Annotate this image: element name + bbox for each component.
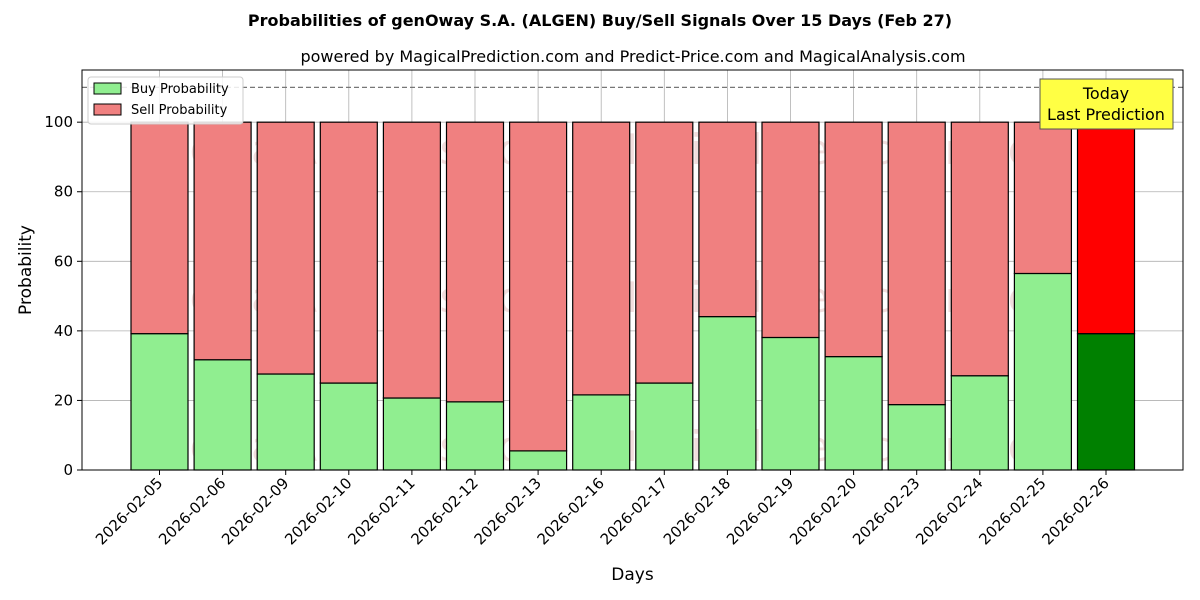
buy-bar xyxy=(445,401,505,471)
x-tick-label: 2026-02-10 xyxy=(281,474,355,548)
y-axis-label: Probability xyxy=(16,225,36,315)
sell-bar xyxy=(382,121,441,399)
sell-bar xyxy=(1076,121,1136,335)
plot-frame xyxy=(81,69,1184,471)
buy-bar xyxy=(1076,333,1136,471)
y-tick-label: 0 xyxy=(63,461,73,479)
buy-bar xyxy=(572,394,631,471)
annotation-line2: Last Prediction xyxy=(1047,105,1165,124)
sell-bar xyxy=(509,121,568,452)
legend-box xyxy=(87,76,244,125)
legend-swatch xyxy=(93,82,122,95)
sell-bar xyxy=(445,121,505,403)
buy-bar xyxy=(950,375,1009,471)
y-tick-label: 60 xyxy=(54,252,73,270)
y-axis: 0 20 40 60 80 100 xyxy=(44,113,82,479)
y-tick-label: 40 xyxy=(54,322,73,340)
sell-bar xyxy=(572,121,631,396)
x-tick-label: 2026-02-18 xyxy=(660,474,734,548)
today-annotation: Today Last Prediction xyxy=(1039,78,1174,130)
x-tick-label: 2026-02-13 xyxy=(471,474,545,548)
sell-bar xyxy=(193,121,252,361)
sell-bar xyxy=(698,121,757,318)
x-tick-label: 2026-02-20 xyxy=(786,474,860,548)
sell-bar xyxy=(824,121,883,358)
x-tick-label: 2026-02-24 xyxy=(912,474,986,548)
sell-bar xyxy=(887,121,946,406)
legend-label: Buy Probability xyxy=(131,82,229,97)
buy-bar xyxy=(130,333,189,471)
buy-bar xyxy=(193,359,252,471)
chart-subtitle: powered by MagicalPrediction.com and Pre… xyxy=(300,47,965,66)
sell-bar xyxy=(256,121,315,375)
buy-bar xyxy=(761,336,820,471)
legend: Buy Probability Sell Probability xyxy=(87,76,244,125)
sell-bar xyxy=(950,121,1009,377)
x-tick-label: 2026-02-12 xyxy=(407,474,481,548)
annotation-box xyxy=(1039,78,1174,130)
x-tick-label: 2026-02-23 xyxy=(849,474,923,548)
buy-bar xyxy=(698,316,757,471)
x-axis: 2026-02-052026-02-062026-02-092026-02-10… xyxy=(92,470,1113,548)
buy-bar xyxy=(382,397,441,471)
x-tick-label: 2026-02-25 xyxy=(975,474,1049,548)
buy-bar xyxy=(635,382,694,471)
legend-label: Sell Probability xyxy=(131,103,228,118)
annotation-line1: Today xyxy=(1082,84,1129,103)
x-tick-label: 2026-02-06 xyxy=(155,474,229,548)
x-tick-label: 2026-02-05 xyxy=(92,474,166,548)
legend-swatch xyxy=(93,103,122,116)
sell-bar xyxy=(761,121,820,339)
buy-bar xyxy=(509,450,568,471)
x-tick-label: 2026-02-16 xyxy=(534,474,608,548)
y-tick-label: 80 xyxy=(54,183,73,201)
x-tick-label: 2026-02-11 xyxy=(344,474,418,548)
buy-bar xyxy=(887,404,946,471)
x-tick-label: 2026-02-19 xyxy=(723,474,797,548)
y-tick-label: 20 xyxy=(54,391,73,409)
bars xyxy=(130,121,1136,471)
x-tick-label: 2026-02-09 xyxy=(218,474,292,548)
sell-bar xyxy=(1013,121,1073,275)
sell-bar xyxy=(635,121,694,384)
x-tick-label: 2026-02-17 xyxy=(597,474,671,548)
buy-bar xyxy=(256,373,315,471)
chart-title: Probabilities of genOway S.A. (ALGEN) Bu… xyxy=(248,11,952,30)
sell-bar xyxy=(319,121,378,384)
sell-bar xyxy=(130,121,189,335)
x-axis-label: Days xyxy=(611,565,654,585)
x-tick-label: 2026-02-26 xyxy=(1038,474,1112,548)
buy-bar xyxy=(319,382,378,471)
buy-bar xyxy=(1013,272,1073,471)
y-tick-label: 100 xyxy=(44,113,73,131)
buy-bar xyxy=(824,356,883,471)
